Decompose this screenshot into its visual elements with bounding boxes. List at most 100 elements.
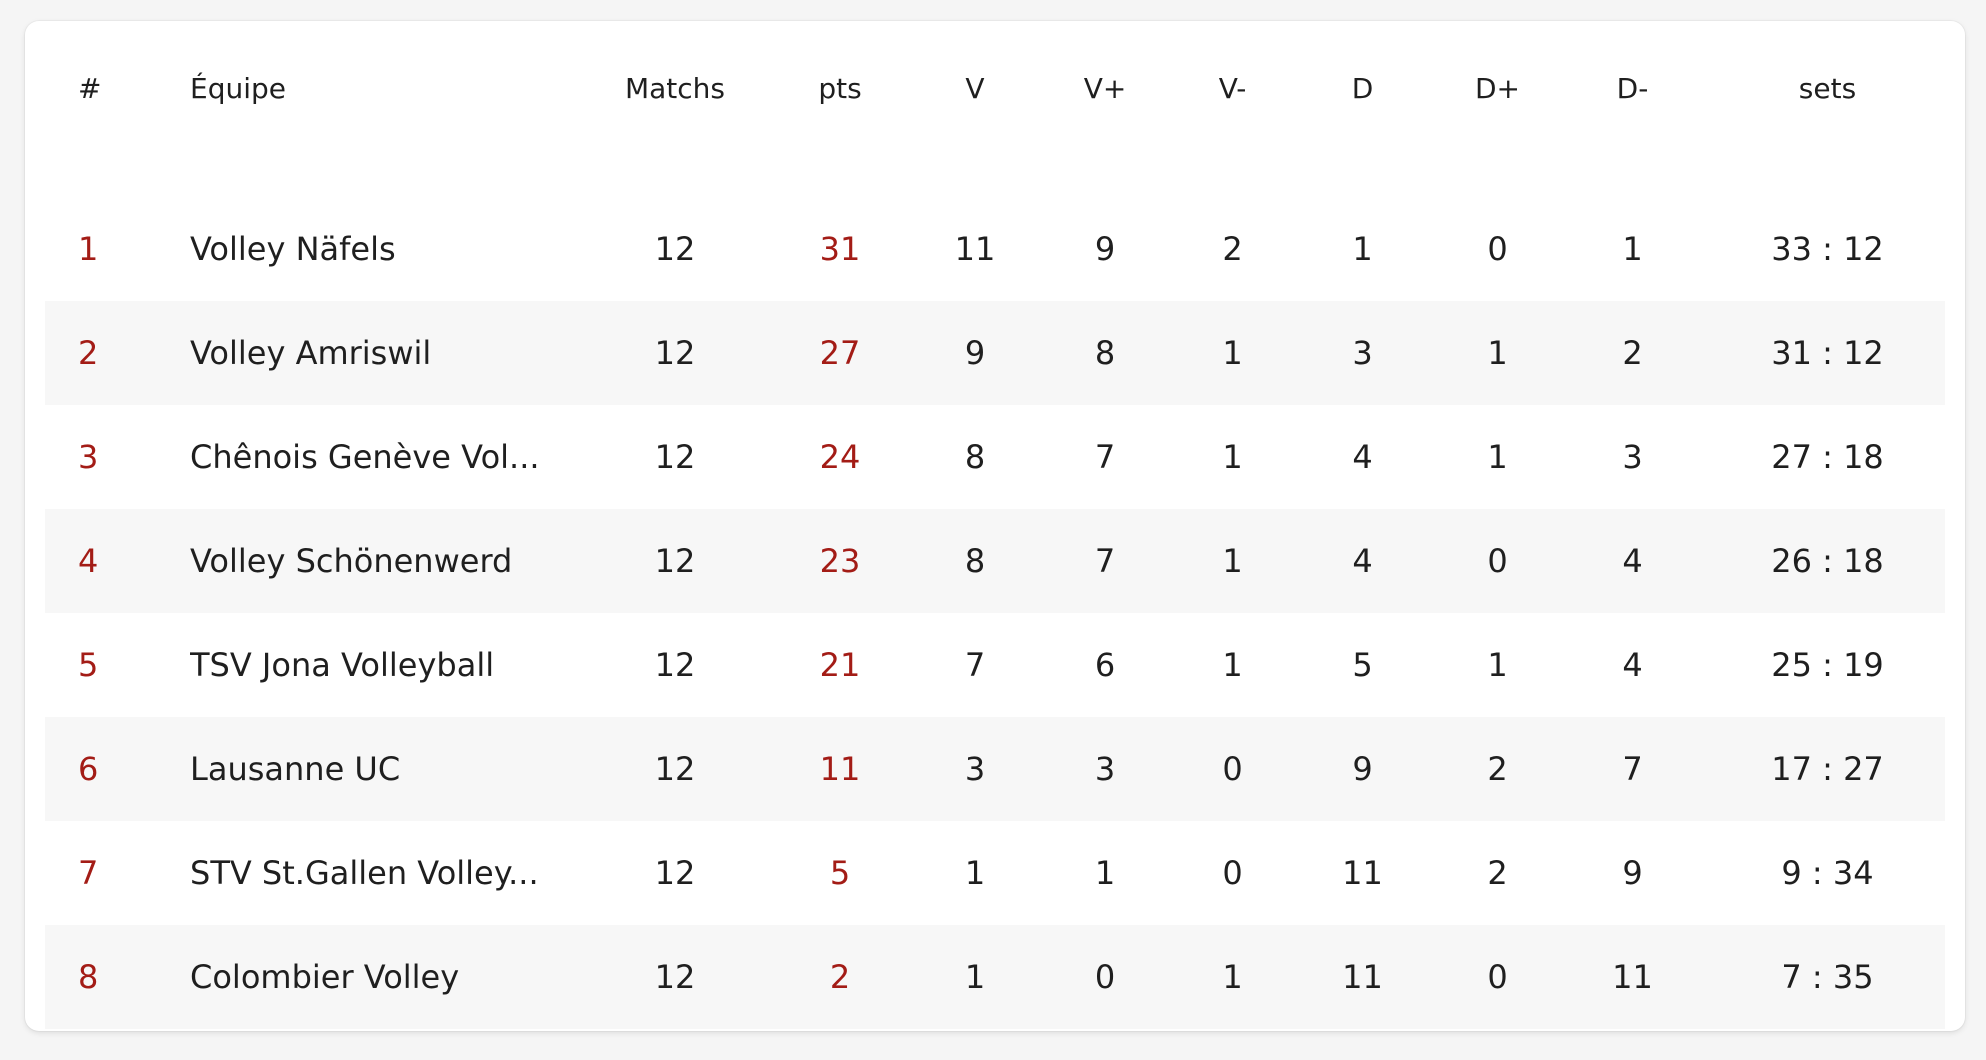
losses-plus-cell: 0 (1487, 542, 1508, 580)
sets-cell: 9 : 34 (1781, 854, 1874, 892)
standings-card: # Équipe Matchs pts V V+ V- D D+ D- sets… (25, 21, 1965, 1031)
losses-plus-cell: 1 (1487, 646, 1508, 684)
matches-cell: 12 (654, 854, 696, 892)
losses-cell: 4 (1352, 438, 1373, 476)
table-row: 6 Lausanne UC 12 11 3 3 0 9 2 7 17 : 27 (45, 717, 1945, 821)
losses-plus-cell: 0 (1487, 229, 1508, 268)
points-cell: 5 (829, 854, 851, 892)
table-row: 3 Chênois Genève Vol... 12 24 8 7 1 4 1 … (45, 405, 1945, 509)
rank-cell: 1 (78, 229, 99, 268)
rank-cell: 2 (78, 334, 99, 372)
wins-plus-cell: 9 (1094, 229, 1116, 268)
header-pts[interactable]: pts (818, 72, 862, 105)
points-cell: 2 (829, 958, 851, 996)
losses-plus-cell: 1 (1487, 334, 1508, 372)
table-row: 7 STV St.Gallen Volley... 12 5 1 1 0 11 … (45, 821, 1945, 925)
matches-cell: 12 (654, 229, 696, 268)
wins-minus-cell: 1 (1222, 958, 1243, 996)
wins-cell: 7 (964, 646, 986, 684)
losses-cell: 5 (1352, 646, 1373, 684)
rank-cell: 8 (78, 958, 99, 996)
points-cell: 21 (819, 646, 861, 684)
wins-minus-cell: 2 (1222, 229, 1243, 268)
losses-cell: 4 (1352, 542, 1373, 580)
wins-minus-cell: 1 (1222, 334, 1243, 372)
losses-minus-cell: 1 (1622, 229, 1643, 268)
sets-cell: 26 : 18 (1771, 542, 1884, 580)
team-name-cell[interactable]: Volley Amriswil (190, 334, 432, 372)
losses-minus-cell: 7 (1622, 750, 1643, 788)
losses-minus-cell: 3 (1622, 438, 1643, 476)
matches-cell: 12 (654, 438, 696, 476)
matches-cell: 12 (654, 646, 696, 684)
wins-plus-cell: 3 (1094, 750, 1116, 788)
standings-table: # Équipe Matchs pts V V+ V- D D+ D- sets… (45, 21, 1945, 1029)
points-cell: 27 (819, 334, 861, 372)
header-d[interactable]: D (1351, 72, 1374, 105)
losses-cell: 11 (1342, 854, 1383, 892)
wins-plus-cell: 1 (1094, 854, 1116, 892)
wins-cell: 8 (964, 542, 986, 580)
losses-cell: 11 (1342, 958, 1383, 996)
sets-cell: 17 : 27 (1771, 750, 1884, 788)
losses-cell: 1 (1352, 229, 1373, 268)
team-name-cell[interactable]: Lausanne UC (190, 750, 401, 788)
header-dminus[interactable]: D- (1616, 72, 1649, 105)
losses-plus-cell: 0 (1487, 958, 1508, 996)
wins-cell: 1 (964, 958, 986, 996)
wins-plus-cell: 6 (1094, 646, 1116, 684)
points-cell: 11 (819, 750, 861, 788)
team-name-cell[interactable]: Volley Schönenwerd (190, 542, 513, 580)
losses-cell: 3 (1352, 334, 1373, 372)
losses-minus-cell: 4 (1622, 542, 1643, 580)
header-rank[interactable]: # (78, 72, 102, 105)
matches-cell: 12 (654, 542, 696, 580)
wins-cell: 8 (964, 438, 986, 476)
wins-cell: 9 (964, 334, 986, 372)
table-row: 8 Colombier Volley 12 2 1 0 1 11 0 11 7 … (45, 925, 1945, 1029)
wins-minus-cell: 1 (1222, 646, 1243, 684)
team-name-cell[interactable]: TSV Jona Volleyball (190, 646, 495, 684)
losses-plus-cell: 1 (1487, 438, 1508, 476)
team-name-cell[interactable]: Colombier Volley (190, 958, 460, 996)
sets-cell: 25 : 19 (1771, 646, 1884, 684)
rank-cell: 6 (78, 750, 99, 788)
losses-minus-cell: 9 (1622, 854, 1643, 892)
wins-minus-cell: 0 (1222, 854, 1243, 892)
wins-cell: 11 (954, 229, 996, 268)
header-matches[interactable]: Matchs (624, 72, 726, 105)
team-name-cell[interactable]: Volley Näfels (190, 229, 396, 268)
wins-plus-cell: 0 (1094, 958, 1116, 996)
team-name-cell[interactable]: Chênois Genève Vol... (190, 438, 540, 476)
rank-cell: 4 (78, 542, 99, 580)
sets-cell: 7 : 35 (1781, 958, 1874, 996)
wins-minus-cell: 1 (1222, 438, 1243, 476)
table-row: 1 Volley Näfels 12 31 11 9 2 1 0 1 33 : … (45, 161, 1945, 301)
losses-cell: 9 (1352, 750, 1373, 788)
wins-plus-cell: 7 (1094, 438, 1116, 476)
rank-cell: 3 (78, 438, 99, 476)
sets-cell: 27 : 18 (1771, 438, 1884, 476)
matches-cell: 12 (654, 958, 696, 996)
header-vplus[interactable]: V+ (1083, 72, 1127, 105)
table-row: 4 Volley Schönenwerd 12 23 8 7 1 4 0 4 2… (45, 509, 1945, 613)
points-cell: 24 (819, 438, 861, 476)
points-cell: 23 (819, 542, 861, 580)
losses-minus-cell: 2 (1622, 334, 1643, 372)
rank-cell: 7 (78, 854, 99, 892)
header-row: # Équipe Matchs pts V V+ V- D D+ D- sets (45, 21, 1945, 161)
table-row: 5 TSV Jona Volleyball 12 21 7 6 1 5 1 4 … (45, 613, 1945, 717)
header-v[interactable]: V (965, 72, 985, 105)
team-name-cell[interactable]: STV St.Gallen Volley... (190, 854, 539, 892)
wins-minus-cell: 1 (1222, 542, 1243, 580)
header-dplus[interactable]: D+ (1474, 72, 1521, 105)
wins-cell: 1 (964, 854, 986, 892)
wins-cell: 3 (964, 750, 986, 788)
header-sets[interactable]: sets (1798, 72, 1857, 105)
wins-minus-cell: 0 (1222, 750, 1243, 788)
header-team[interactable]: Équipe (190, 72, 286, 105)
wins-plus-cell: 7 (1094, 542, 1116, 580)
header-vminus[interactable]: V- (1218, 72, 1247, 105)
losses-plus-cell: 2 (1487, 854, 1508, 892)
sets-cell: 31 : 12 (1771, 334, 1884, 372)
